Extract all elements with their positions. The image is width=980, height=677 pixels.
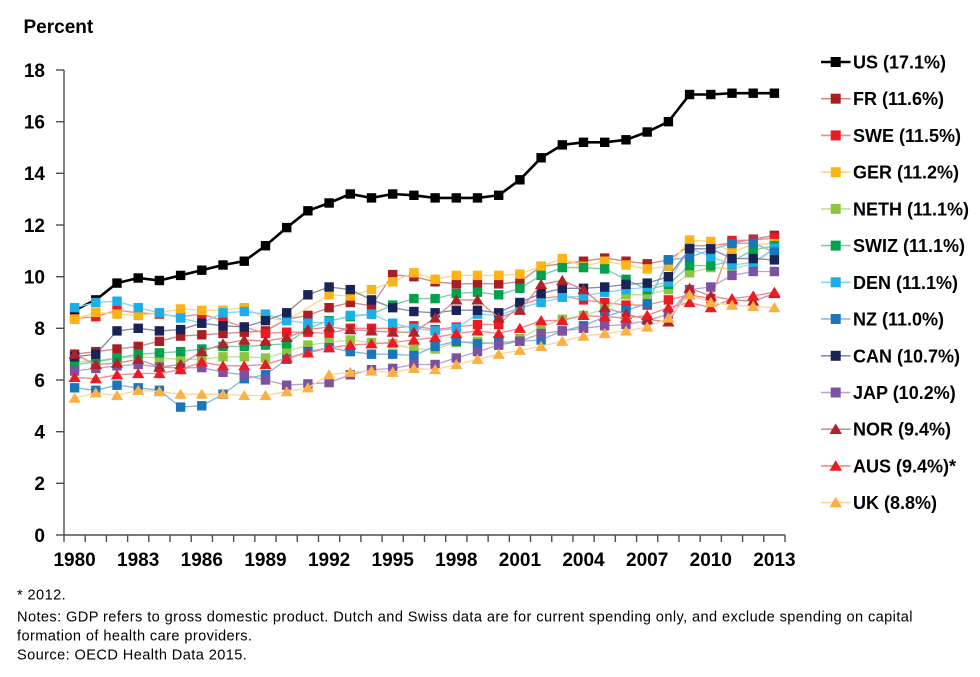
svg-text:NOR (9.4%): NOR (9.4%)	[853, 420, 951, 440]
svg-text:AUS (9.4%)*: AUS (9.4%)*	[853, 456, 956, 476]
svg-text:NZ (11.0%): NZ (11.0%)	[853, 310, 944, 330]
svg-text:18: 18	[24, 61, 45, 82]
svg-text:2004: 2004	[562, 550, 605, 571]
svg-text:0: 0	[34, 526, 45, 547]
svg-text:16: 16	[24, 113, 45, 134]
svg-text:14: 14	[24, 164, 46, 185]
svg-text:2010: 2010	[690, 550, 732, 571]
svg-text:1998: 1998	[435, 550, 477, 571]
svg-text:8: 8	[34, 319, 45, 340]
svg-text:formation of health care provi: formation of health care providers.	[17, 629, 252, 645]
svg-text:2007: 2007	[626, 550, 668, 571]
svg-text:12: 12	[24, 216, 45, 237]
svg-text:1986: 1986	[181, 550, 223, 571]
svg-text:10: 10	[24, 268, 45, 289]
svg-text:JAP (10.2%): JAP (10.2%)	[853, 383, 956, 403]
svg-text:1989: 1989	[244, 550, 286, 571]
svg-text:GER (11.2%): GER (11.2%)	[853, 163, 959, 183]
svg-text:1992: 1992	[308, 550, 350, 571]
svg-text:SWE (11.5%): SWE (11.5%)	[853, 126, 961, 146]
svg-text:2013: 2013	[753, 550, 795, 571]
svg-text:SWIZ (11.1%): SWIZ (11.1%)	[853, 236, 965, 256]
svg-text:CAN (10.7%): CAN (10.7%)	[853, 346, 960, 366]
svg-text:6: 6	[34, 371, 45, 392]
svg-text:2001: 2001	[499, 550, 542, 571]
svg-text:DEN (11.1%): DEN (11.1%)	[853, 273, 958, 293]
svg-text:FR (11.6%): FR (11.6%)	[853, 89, 944, 109]
svg-text:1980: 1980	[53, 550, 95, 571]
svg-text:2: 2	[34, 474, 45, 495]
svg-text:US (17.1%): US (17.1%)	[853, 53, 946, 73]
svg-text:NETH (11.1%): NETH (11.1%)	[853, 199, 969, 219]
svg-text:Source: OECD Health Data 2015.: Source: OECD Health Data 2015.	[17, 648, 247, 664]
svg-text:Notes: GDP refers to gross dom: Notes: GDP refers to gross domestic prod…	[17, 610, 913, 626]
svg-text:UK (8.8%): UK (8.8%)	[853, 493, 937, 513]
svg-text:1995: 1995	[372, 550, 415, 571]
svg-text:4: 4	[34, 423, 45, 444]
svg-text:1983: 1983	[117, 550, 159, 571]
svg-text:* 2012.: * 2012.	[17, 588, 66, 604]
svg-text:Percent: Percent	[24, 17, 94, 38]
